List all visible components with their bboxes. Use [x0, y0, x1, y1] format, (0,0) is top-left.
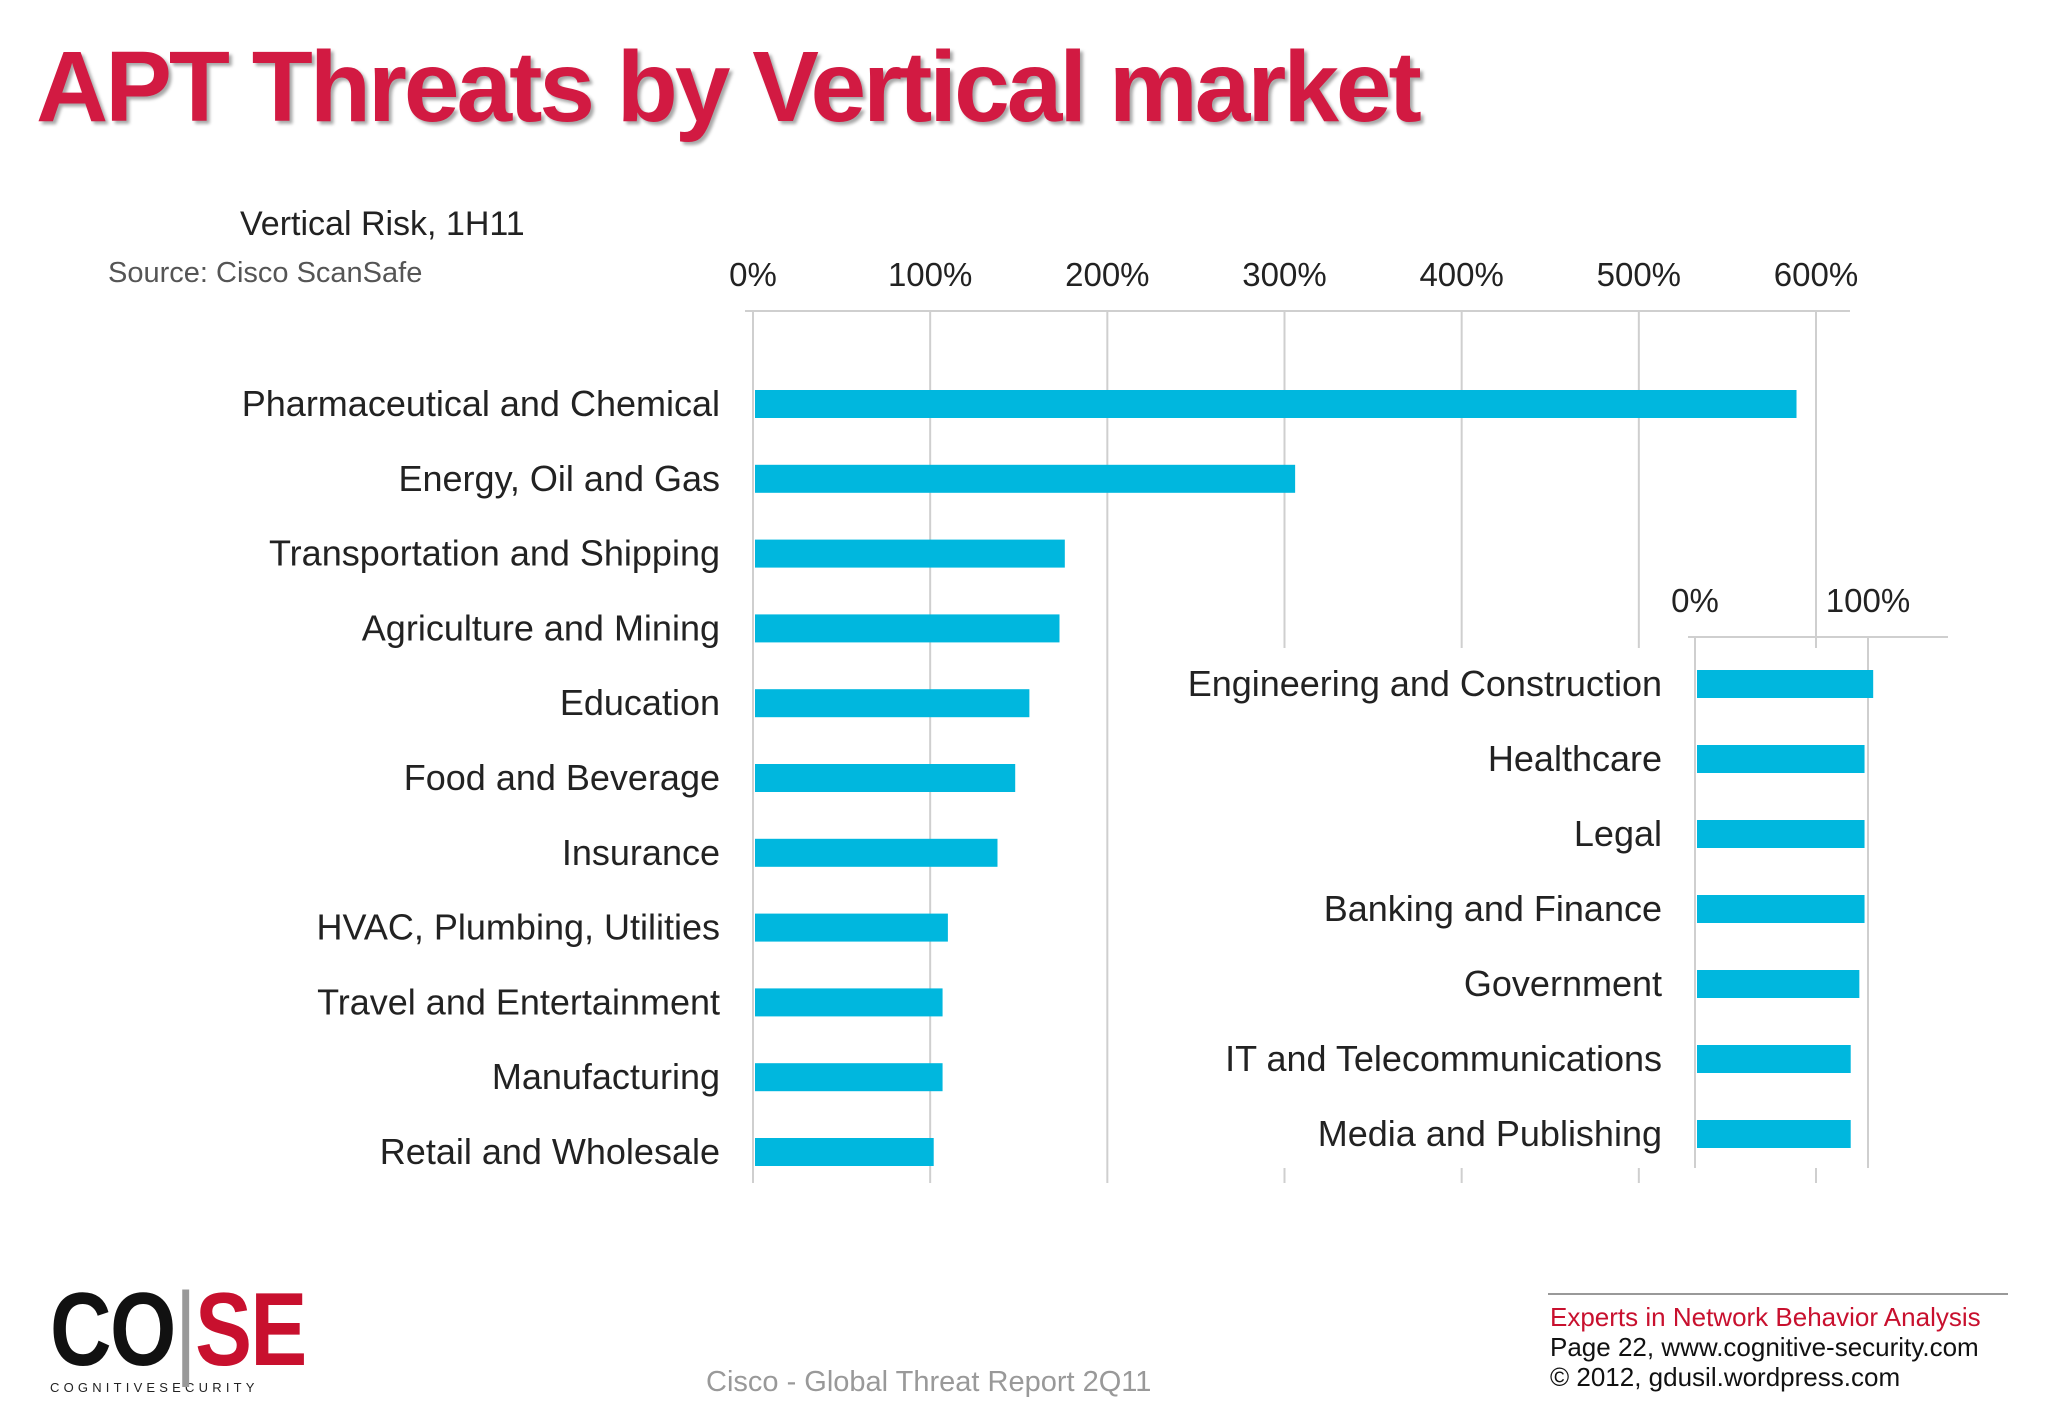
- chart0-tick-label: 0%: [729, 256, 777, 293]
- chart1-category-label: Legal: [1574, 813, 1662, 854]
- logo-mark: CO|SE: [50, 1272, 307, 1388]
- chart0-bar: [755, 838, 998, 867]
- chart0-category-label: Insurance: [562, 832, 720, 873]
- chart1-tick-label: 100%: [1826, 582, 1910, 619]
- chart-title: Vertical Risk, 1H11: [240, 205, 525, 243]
- chart1-bar: [1697, 820, 1865, 848]
- chart0-category-label: HVAC, Plumbing, Utilities: [317, 907, 720, 948]
- footer-info: Experts in Network Behavior Analysis Pag…: [1550, 1302, 1981, 1392]
- chart0-bar: [755, 1063, 943, 1092]
- chart0-category-label: Retail and Wholesale: [380, 1131, 720, 1172]
- chart1-bar: [1697, 670, 1874, 698]
- chart1-bar: [1697, 1045, 1851, 1073]
- chart1-category-label: Banking and Finance: [1324, 888, 1662, 929]
- chart0-bar: [755, 390, 1797, 418]
- chart1-bar: [1697, 895, 1865, 923]
- chart0-tick-label: 500%: [1597, 256, 1681, 293]
- chart0-bar: [755, 764, 1016, 792]
- chart0-category-label: Education: [560, 682, 720, 723]
- chart1-bar: [1697, 970, 1860, 998]
- chart0-category-label: Travel and Entertainment: [317, 981, 720, 1022]
- chart-source: Source: Cisco ScanSafe: [108, 257, 423, 289]
- chart1-bar: [1697, 1120, 1851, 1148]
- chart0-tick-label: 400%: [1419, 256, 1503, 293]
- chart0-bar: [755, 913, 948, 942]
- chart0-tick-label: 200%: [1065, 256, 1149, 293]
- chart1-category-label: Engineering and Construction: [1188, 663, 1662, 704]
- chart0-tick-label: 300%: [1242, 256, 1326, 293]
- chart1-category-label: Media and Publishing: [1318, 1113, 1662, 1154]
- slide-title: APT Threats by Vertical market: [36, 31, 1422, 143]
- chart1-bar: [1697, 745, 1865, 773]
- footer-divider: [1548, 1293, 2008, 1295]
- logo-subtitle: COGNITIVESECURITY: [50, 1380, 259, 1395]
- footer-source: Cisco - Global Threat Report 2Q11: [706, 1366, 1152, 1398]
- chart0-bar: [755, 614, 1060, 643]
- chart0-category-label: Manufacturing: [492, 1056, 720, 1097]
- chart0-bar: [755, 1138, 934, 1166]
- chart0-category-label: Agriculture and Mining: [362, 607, 720, 648]
- chart0-category-label: Pharmaceutical and Chemical: [242, 383, 720, 424]
- chart1-category-label: Healthcare: [1488, 738, 1662, 779]
- chart0-tick-label: 100%: [888, 256, 972, 293]
- chart0-tick-label: 600%: [1774, 256, 1858, 293]
- cose-logo: CO|SE COGNITIVESECURITY: [50, 1272, 307, 1395]
- chart1-tick-label: 0%: [1671, 582, 1719, 619]
- chart0-category-label: Food and Beverage: [404, 757, 720, 798]
- footer-tagline: Experts in Network Behavior Analysis: [1550, 1302, 1981, 1332]
- chart0-bar: [755, 464, 1296, 493]
- footer-copyright: © 2012, gdusil.wordpress.com: [1550, 1362, 1901, 1392]
- chart0-category-label: Transportation and Shipping: [269, 533, 720, 574]
- chart0-category-label: Energy, Oil and Gas: [399, 458, 721, 499]
- chart1-category-label: IT and Telecommunications: [1225, 1038, 1662, 1079]
- footer-page-line: Page 22, www.cognitive-security.com: [1550, 1332, 1979, 1362]
- chart1-category-label: Government: [1464, 963, 1662, 1004]
- chart0-bar: [755, 988, 943, 1017]
- chart0-bar: [755, 539, 1065, 568]
- chart0-bar: [755, 689, 1030, 718]
